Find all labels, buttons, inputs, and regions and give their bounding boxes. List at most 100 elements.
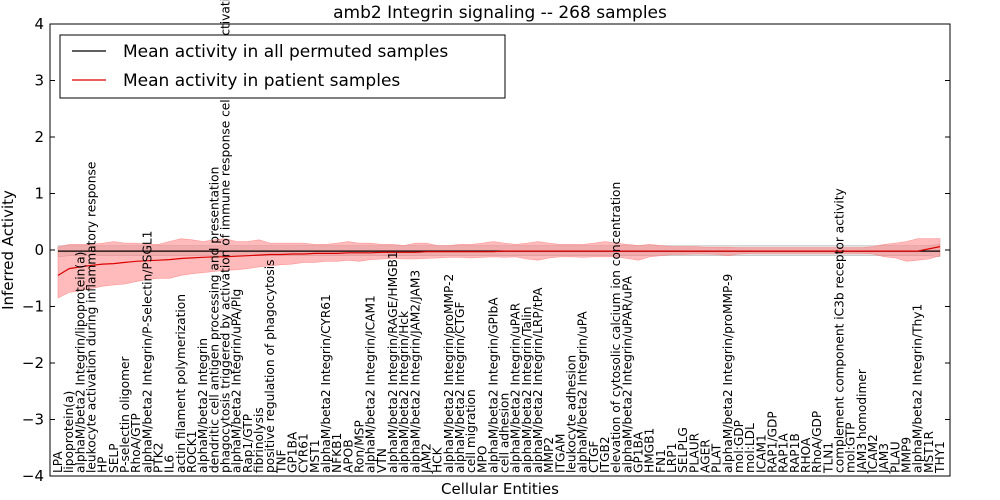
entity-label: alphaM/beta2 Integrin [196, 338, 210, 473]
entity-label: ICAM2 [866, 434, 880, 473]
entity-label: LRP1 [665, 443, 679, 473]
entity-label: alphaM/beta2 Integrin/CTGF [453, 302, 467, 473]
entity-label: VTN [375, 448, 389, 473]
entity-label: complement component iC3b receptor activ… [833, 188, 847, 473]
line-layer [57, 246, 941, 276]
entity-label: leukocyte activation during inflammatory… [85, 162, 99, 473]
entity-label: GP1BA [286, 431, 300, 473]
entity-label: MST1R [922, 431, 936, 473]
entity-label: SELP [107, 443, 121, 473]
entity-label: HCK [431, 446, 445, 473]
y-tick-label: 1 [34, 185, 44, 203]
legend: Mean activity in all permuted samples Mea… [59, 34, 506, 99]
entity-label: alphaM/beta2 Integrin/uPAR [509, 302, 523, 473]
entity-label: actin filament polymerization [174, 294, 188, 473]
entity-label: PLAT [710, 443, 724, 473]
legend-label-1: Mean activity in patient samples [123, 71, 400, 91]
x-axis-label: Cellular Entities [441, 480, 559, 498]
entity-label: MMP2 [542, 437, 556, 473]
entity-label: alphaM/beta2 Integrin/proMMP-2 [442, 274, 456, 473]
y-tick-label: 0 [34, 241, 44, 259]
entity-label: CTGF [587, 441, 601, 473]
entity-label: alphaM/beta2 Integrin/JAM2/JAM3 [408, 270, 422, 473]
entity-label: leukocyte adhesion [565, 355, 579, 473]
entity-label: ICAM1 [754, 434, 768, 473]
entity-label: CYR61 [297, 433, 311, 473]
entity-label: RAP1A [777, 433, 791, 473]
entity-label: alphaM/beta2 Integrin/GPIbA [486, 297, 500, 473]
y-tick-label: 4 [34, 15, 44, 33]
entity-label: alphaM/beta2 Integrin/Thy1 [911, 304, 925, 473]
entity-label: PLAU [888, 441, 902, 473]
entity-label: MMP9 [900, 437, 914, 473]
entity-label: SELPLG [676, 427, 690, 473]
entity-label: Ron/MSP [352, 420, 366, 473]
entity-label: P-selectin oligomer [118, 356, 132, 473]
entity-label: mol:GTP [844, 422, 858, 473]
legend-box [59, 34, 506, 99]
entity-label: FN1 [654, 449, 668, 473]
entity-label: alphaM/beta2 Integrin/proMMP-9 [721, 274, 735, 473]
entity-label: alphaM/beta2 Integrin/Talin [520, 307, 534, 473]
entity-label: dendritic cell antigen processing and pr… [207, 167, 221, 473]
entity-label: phagocytosis triggered by activation of … [219, 0, 233, 473]
entity-label: elevation of cytosolic calcium ion conce… [609, 182, 623, 473]
entity-label: RAP1/GDP [766, 411, 780, 473]
entity-label: alphaM/beta2 Integrin/uPA/Plg [230, 289, 244, 473]
y-tick-label: −2 [22, 354, 44, 372]
entity-label: fibrinolysis [252, 407, 266, 473]
entity-label: alphaM/beta2 Integrin/uPAR/uPA [620, 275, 634, 473]
entity-label: RhoA/GTP [129, 413, 143, 473]
entity-label: THY1 [933, 441, 947, 474]
y-tick-label: −3 [22, 411, 44, 429]
entity-label: RhoA/GDP [810, 411, 824, 473]
entity-label: RHOA [799, 437, 813, 473]
entity-label: positive regulation of phagocytosis [263, 260, 277, 473]
y-axis: −4 −3 −2 −1 0 1 2 3 4 [22, 15, 950, 485]
entity-label: alphaM/beta2 Integrin/RAGE/HMGB1 [386, 251, 400, 473]
y-tick-label: −1 [22, 298, 44, 316]
entity-label: NFKB1 [330, 433, 344, 473]
y-tick-label: 3 [34, 72, 44, 90]
entity-label: alphaM/beta2 Integrin/ICAM1 [364, 295, 378, 473]
entity-label: MST1 [308, 440, 322, 473]
entity-label: alphaM/beta2 Integrin/P-Selectin/PSGL1 [140, 231, 154, 473]
entity-label: mol:GDP [732, 420, 746, 473]
entity-label: alphaM/beta2 Integrin/CYR61 [319, 294, 333, 473]
entity-label: alphaM/beta2 Integrin/Hck [397, 310, 411, 473]
series-1-band [57, 238, 941, 299]
entity-label: ITGB2 [598, 436, 612, 473]
y-tick-label: 2 [34, 128, 44, 146]
entity-label: TNF [274, 449, 288, 474]
entity-label: Rap1/GTP [241, 414, 255, 473]
entity-label: HMGB1 [643, 428, 657, 473]
entity-label: IL6 [163, 455, 177, 473]
entity-label: PLAUR [687, 432, 701, 473]
entity-label: ROCK1 [185, 431, 199, 473]
entity-label: alphaM/beta2 Integrin/LRP/tPA [531, 287, 545, 473]
series-1-line [57, 246, 941, 276]
entity-label: GP1BA [632, 431, 646, 473]
y-axis-label: Inferred Activity [0, 190, 17, 310]
entity-label: APOB [341, 439, 355, 473]
entity-label: mol:LDL [743, 423, 757, 473]
chart-title: amb2 Integrin signaling -- 268 samples [333, 3, 667, 23]
entity-label: JAM3 homodimer [855, 368, 869, 474]
entity-label: alphaM/beta2 Integrin/lipoprotein(a) [73, 252, 87, 473]
entity-label: MPO [475, 446, 489, 473]
legend-label-0: Mean activity in all permuted samples [123, 42, 448, 62]
entity-label: RAP1B [788, 433, 802, 473]
entity-label: alphaM/beta2 Integrin/uPA [576, 311, 590, 473]
entity-label: TLN1 [821, 442, 835, 474]
entity-label: AGER [699, 439, 713, 473]
entity-label: cell adhesion [498, 393, 512, 473]
entity-label: JAM3 [877, 443, 891, 474]
entity-label: ITGAM [553, 434, 567, 473]
y-tick-label: −4 [22, 467, 44, 485]
entity-label: lipoprotein(a) [62, 391, 76, 473]
entity-label: JAM2 [419, 443, 433, 474]
entity-label: PTK2 [152, 442, 166, 473]
entity-label: cell migration [464, 389, 478, 473]
